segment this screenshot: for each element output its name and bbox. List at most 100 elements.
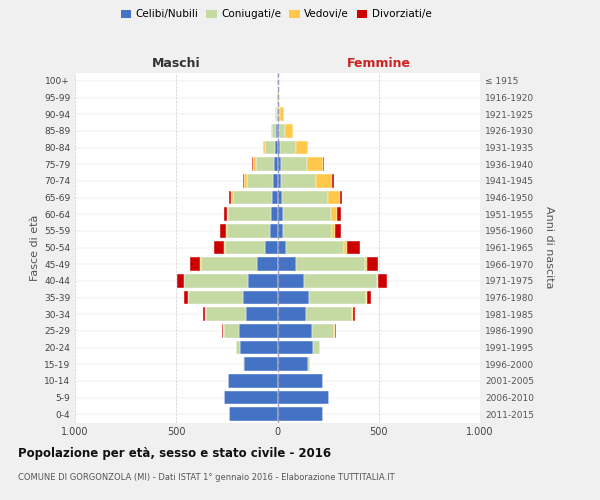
Bar (240, 340, 277, 354)
Bar (367, 290, 371, 304)
Bar (281, 174, 316, 188)
Y-axis label: Fasce di età: Fasce di età (30, 214, 40, 280)
Bar (277, 240, 286, 254)
Bar (377, 274, 378, 287)
Bar (224, 208, 227, 221)
Bar (248, 274, 277, 287)
Bar (247, 174, 274, 188)
Bar (277, 224, 283, 237)
Bar (239, 324, 277, 338)
Bar (278, 90, 280, 104)
Bar (228, 208, 271, 221)
Bar (243, 358, 244, 371)
Bar (306, 308, 352, 321)
Bar (231, 190, 233, 204)
Text: Maschi: Maschi (152, 57, 200, 70)
Bar (206, 308, 246, 321)
Bar (272, 190, 277, 204)
Bar (277, 374, 323, 388)
Bar (285, 124, 293, 138)
Bar (277, 108, 278, 121)
Bar (277, 274, 304, 287)
Bar (244, 358, 277, 371)
Bar (280, 140, 296, 154)
Bar (246, 308, 277, 321)
Bar (277, 174, 281, 188)
Bar (277, 290, 309, 304)
Bar (233, 190, 272, 204)
Bar (272, 124, 277, 138)
Bar (296, 258, 365, 271)
Bar (227, 224, 271, 237)
Y-axis label: Anni di nascita: Anni di nascita (544, 206, 554, 288)
Bar (335, 224, 341, 237)
Legend: Celibi/Nubili, Coniugati/e, Vedovi/e, Divorziati/e: Celibi/Nubili, Coniugati/e, Vedovi/e, Di… (116, 5, 436, 24)
Bar (277, 208, 283, 221)
Bar (277, 390, 329, 404)
Bar (220, 224, 226, 237)
Bar (277, 340, 313, 354)
Bar (236, 340, 240, 354)
Bar (277, 124, 279, 138)
Text: COMUNE DI GORGONZOLA (MI) - Dati ISTAT 1° gennaio 2016 - Elaborazione TUTTITALIA: COMUNE DI GORGONZOLA (MI) - Dati ISTAT 1… (18, 472, 395, 482)
Bar (312, 324, 334, 338)
Bar (225, 240, 265, 254)
Bar (279, 124, 285, 138)
Bar (309, 290, 365, 304)
Bar (188, 290, 243, 304)
Bar (337, 208, 341, 221)
Bar (308, 358, 310, 371)
Bar (277, 408, 323, 421)
Bar (229, 408, 277, 421)
Bar (256, 158, 274, 171)
Bar (277, 140, 280, 154)
Bar (243, 290, 277, 304)
Bar (276, 108, 277, 121)
Bar (277, 158, 281, 171)
Bar (365, 290, 367, 304)
Bar (283, 224, 332, 237)
Bar (281, 190, 328, 204)
Bar (228, 374, 277, 388)
Bar (353, 308, 355, 321)
Bar (277, 324, 312, 338)
Bar (344, 240, 347, 254)
Bar (253, 158, 256, 171)
Bar (328, 190, 340, 204)
Bar (286, 240, 344, 254)
Bar (265, 140, 275, 154)
Bar (275, 140, 277, 154)
Bar (271, 224, 277, 237)
Bar (277, 258, 296, 271)
Bar (332, 224, 335, 237)
Bar (214, 240, 224, 254)
Bar (277, 308, 306, 321)
Bar (177, 274, 184, 287)
Bar (278, 108, 280, 121)
Bar (274, 158, 277, 171)
Bar (184, 290, 188, 304)
Text: Femmine: Femmine (347, 57, 411, 70)
Bar (227, 208, 228, 221)
Bar (304, 274, 377, 287)
Bar (307, 158, 323, 171)
Bar (313, 340, 320, 354)
Bar (281, 158, 307, 171)
Bar (277, 190, 281, 204)
Bar (316, 174, 332, 188)
Bar (244, 174, 247, 188)
Bar (365, 258, 367, 271)
Bar (367, 258, 378, 271)
Bar (332, 174, 334, 188)
Bar (271, 208, 277, 221)
Bar (274, 174, 277, 188)
Bar (263, 140, 265, 154)
Bar (190, 258, 200, 271)
Bar (226, 224, 227, 237)
Bar (257, 258, 277, 271)
Bar (265, 240, 277, 254)
Bar (229, 190, 231, 204)
Bar (277, 358, 308, 371)
Bar (203, 308, 205, 321)
Bar (280, 108, 284, 121)
